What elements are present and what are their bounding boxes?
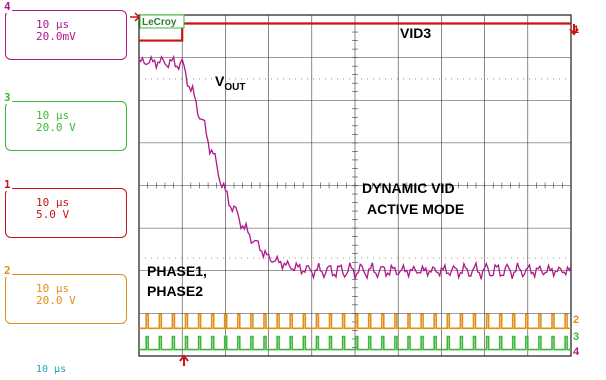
channel-2-readout[interactable]: 2 10 µs 20.0 V [3,265,127,324]
channel-4-number: 4 [3,0,12,13]
annotation-active-mode: ACTIVE MODE [367,201,464,217]
channel-3-level-marker: 3 [573,331,579,343]
channel-1-scale: 5.0 V [36,208,70,221]
traces [138,22,572,351]
timebase-readout: 10 µs [36,364,67,375]
annotation-dynamic-vid: DYNAMIC VID [362,180,455,196]
brand-badge: LeCroy [142,17,177,28]
trigger-arrow-icon [179,354,189,366]
channel-2-number: 2 [3,264,12,277]
graticule [139,15,571,356]
channel-1-readout[interactable]: 1 10 µs 5.0 V [3,179,127,238]
channel-2-timebase: 10 µs [36,282,70,295]
channel-4-readout[interactable]: 4 10 µs 20.0mV [3,1,127,60]
channel-4-level-marker: 4 [573,346,580,358]
channel-3-scale: 20.0 V [36,121,76,134]
channel-3-readout[interactable]: 3 10 µs 20.0 V [3,92,127,151]
annotation-phase1: PHASE1, [147,263,207,279]
channel-1-level-marker: 1 [573,24,579,36]
annotation-vout-subscript: OUT [224,82,245,93]
trigger-level-arrow-icon [569,24,579,36]
annotation-phase2: PHASE2 [147,283,203,299]
trace-vout [138,54,572,281]
channel-4-timebase: 10 µs [36,18,70,31]
channel-3-number: 3 [3,91,12,104]
trace-phase2 [139,335,571,351]
channel-4-scale: 20.0mV [36,30,76,43]
annotation-vid3: VID3 [400,25,431,41]
channel-2-scale: 20.0 V [36,294,76,307]
trace-vid3 [139,22,571,42]
channel-1-number: 1 [3,178,12,191]
channel-1-timebase: 10 µs [36,196,70,209]
channel-1-left-marker-icon [130,12,141,22]
annotation-vout: VOUT [215,73,245,93]
brand-badge-frame [139,14,185,29]
annotation-vout-main: V [215,73,225,89]
channel-markers: 1 2 3 4 [130,12,580,366]
channel-2-level-marker: 2 [573,314,579,326]
trace-phase1 [139,313,571,330]
channel-3-timebase: 10 µs [36,109,70,122]
